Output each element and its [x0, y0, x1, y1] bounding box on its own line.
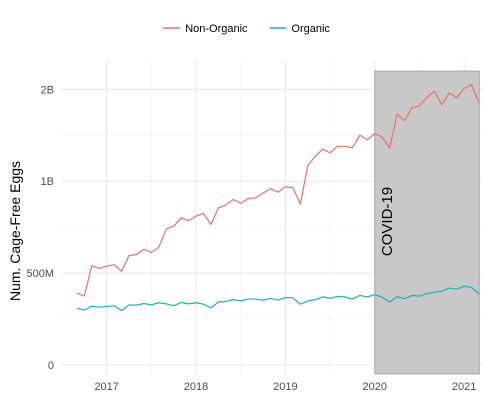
- legend: Non-Organic Organic: [163, 23, 330, 35]
- y-tick-label: 500M: [26, 268, 54, 280]
- x-axis-ticks: 2017 2018 2019 2020 2021: [94, 381, 476, 393]
- y-tick-label: 2B: [41, 84, 54, 96]
- series-line-organic: [76, 285, 480, 312]
- x-tick-label: 2021: [452, 381, 476, 393]
- y-axis-title: Num. Cage-Free Eggs: [7, 161, 23, 301]
- y-tick-label: 0: [48, 360, 54, 372]
- x-tick-label: 2020: [363, 381, 387, 393]
- y-tick-label: 1B: [41, 176, 54, 188]
- series-lines: [76, 84, 480, 312]
- x-tick-label: 2017: [94, 381, 118, 393]
- covid-shaded-region: [374, 70, 480, 375]
- covid-label: COVID-19: [379, 187, 396, 256]
- x-tick-label: 2019: [273, 381, 297, 393]
- legend-label-non-organic: Non-Organic: [185, 23, 248, 35]
- y-axis-ticks: 0 500M 1B 2B: [26, 84, 54, 371]
- series-line-non-organic: [76, 84, 480, 297]
- plot-area: COVID-19: [62, 60, 482, 375]
- x-tick-label: 2018: [184, 381, 208, 393]
- legend-label-organic: Organic: [291, 23, 330, 35]
- covid-annotation: COVID-19: [374, 70, 480, 375]
